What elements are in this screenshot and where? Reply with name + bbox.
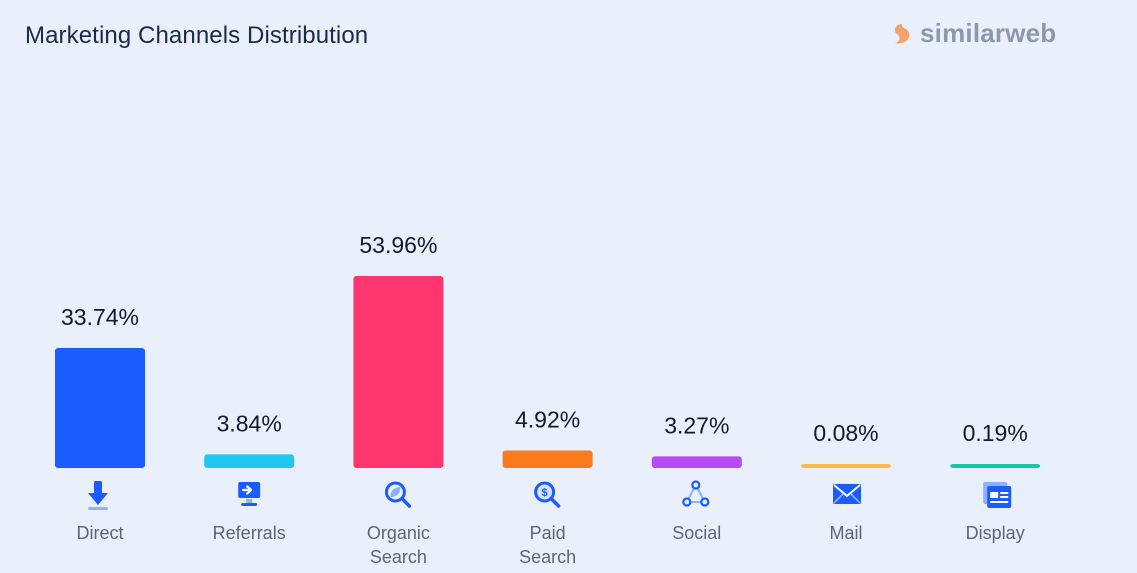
category-label: Direct: [76, 523, 123, 543]
bar-display[interactable]: [950, 464, 1041, 468]
value-label: 0.19%: [963, 420, 1028, 446]
category-label: Referrals: [213, 523, 286, 543]
bar-paid-search[interactable]: [502, 450, 593, 468]
category-label: Mail: [829, 523, 862, 543]
category-label: Organic: [367, 523, 430, 543]
category-label: Display: [966, 523, 1025, 543]
value-label: 3.84%: [217, 410, 282, 436]
social-network-icon: [682, 480, 710, 507]
bar-mail[interactable]: [801, 464, 891, 468]
category-label: Search: [519, 547, 576, 567]
bar-social[interactable]: [651, 456, 742, 468]
bar-organic-search[interactable]: [353, 276, 444, 468]
category-label: Social: [672, 523, 721, 543]
brand-name: similarweb: [920, 18, 1057, 48]
similarweb-logo-icon: [894, 23, 910, 43]
value-label: 3.27%: [664, 412, 729, 438]
svg-text:$: $: [542, 487, 548, 499]
value-label: 53.96%: [359, 232, 437, 258]
organic-search-icon: [384, 481, 412, 508]
category-label: Paid: [530, 523, 566, 543]
value-label: 4.92%: [515, 406, 580, 432]
chart-title: Marketing Channels Distribution: [25, 22, 369, 49]
bar-referrals[interactable]: [204, 454, 295, 468]
paid-search-icon: $: [534, 481, 561, 508]
referrals-monitor-icon: [238, 482, 261, 506]
display-window-icon: [983, 482, 1012, 508]
value-label: 33.74%: [61, 304, 139, 330]
bar-direct[interactable]: [55, 347, 145, 468]
value-label: 0.08%: [813, 420, 878, 446]
similarweb-logo: similarweb: [890, 18, 1056, 49]
category-label: Search: [370, 547, 427, 567]
mail-envelope-icon: [833, 484, 861, 504]
direct-arrow-icon: [88, 481, 108, 510]
